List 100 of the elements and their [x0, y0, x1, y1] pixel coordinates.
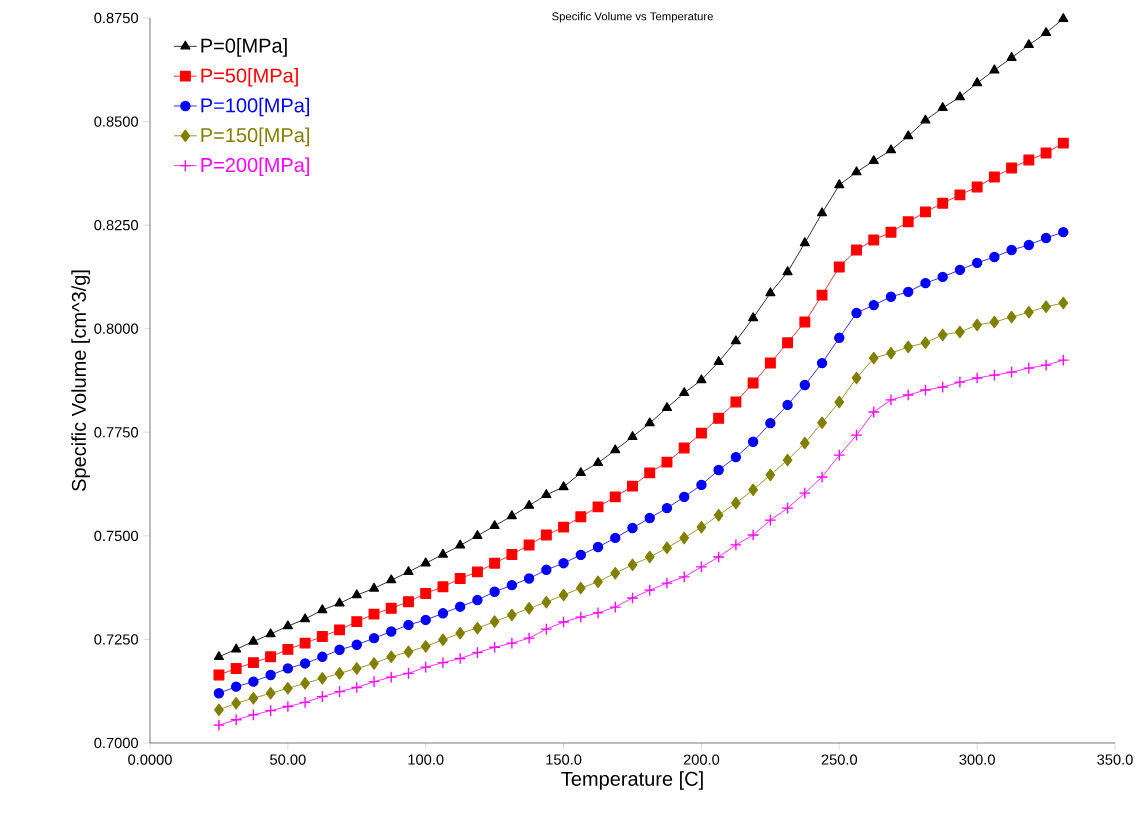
point	[1041, 27, 1052, 37]
point	[747, 377, 759, 389]
point	[300, 613, 311, 623]
point	[884, 393, 897, 406]
point	[626, 591, 639, 604]
point	[454, 652, 467, 665]
point	[403, 596, 414, 608]
point	[437, 608, 449, 619]
point	[885, 291, 897, 302]
point	[333, 685, 346, 698]
point	[436, 656, 449, 669]
point	[592, 541, 604, 553]
point	[903, 340, 914, 354]
point	[644, 512, 655, 524]
point	[661, 502, 673, 514]
point	[248, 691, 259, 705]
point	[851, 244, 862, 256]
point	[368, 608, 380, 620]
point	[660, 577, 673, 590]
point	[609, 491, 621, 503]
point	[282, 643, 294, 655]
point	[558, 481, 569, 491]
point	[334, 624, 346, 636]
point	[868, 155, 879, 165]
point	[851, 166, 862, 176]
point	[954, 91, 965, 101]
point	[472, 621, 483, 635]
point	[299, 696, 312, 709]
point	[833, 261, 845, 273]
point	[644, 467, 656, 479]
point	[334, 667, 345, 680]
point	[764, 514, 777, 527]
point	[1006, 52, 1017, 61]
x-axis-title: Temperature [C]	[561, 771, 703, 790]
point	[282, 620, 293, 630]
y-tick-label: 0.8000	[94, 323, 139, 334]
point	[817, 416, 827, 430]
point	[1058, 226, 1069, 238]
point	[575, 511, 587, 523]
point	[902, 388, 915, 401]
point	[369, 657, 379, 670]
point	[402, 667, 415, 680]
point	[1040, 359, 1053, 372]
point	[248, 676, 259, 687]
point	[781, 502, 794, 515]
point	[1057, 354, 1070, 367]
point	[782, 337, 794, 349]
point	[317, 651, 328, 663]
y-tick-label: 0.8750	[94, 12, 139, 24]
point	[1041, 300, 1051, 314]
point	[247, 708, 260, 721]
point	[989, 315, 1000, 329]
point	[489, 586, 500, 597]
point	[524, 602, 534, 615]
point	[920, 114, 931, 124]
point	[988, 369, 1001, 382]
point	[936, 381, 949, 394]
point	[541, 564, 552, 576]
point	[455, 626, 466, 640]
point	[282, 682, 293, 695]
point	[679, 387, 690, 397]
point	[386, 626, 397, 637]
point	[437, 548, 449, 558]
point	[868, 234, 880, 246]
point	[937, 271, 948, 283]
y-tick-label: 0.7750	[94, 427, 139, 438]
point	[729, 538, 742, 551]
point	[1005, 366, 1018, 379]
point	[248, 635, 259, 645]
point	[523, 573, 535, 584]
point	[351, 639, 362, 650]
point	[712, 550, 725, 563]
point	[213, 651, 224, 661]
point	[851, 307, 862, 319]
point	[214, 703, 224, 717]
point	[1040, 147, 1052, 159]
point	[265, 628, 276, 638]
point	[299, 658, 311, 669]
point	[609, 601, 622, 614]
point	[403, 566, 414, 576]
point	[489, 520, 500, 530]
point	[212, 719, 225, 732]
point	[954, 264, 966, 276]
point	[575, 467, 586, 477]
point	[213, 688, 225, 699]
point	[834, 179, 845, 189]
point	[765, 287, 776, 297]
point	[627, 480, 638, 492]
point	[264, 704, 277, 717]
x-tick-label: 250.0	[821, 754, 858, 765]
point	[679, 491, 690, 503]
point	[817, 207, 828, 217]
point	[679, 531, 690, 545]
point	[731, 496, 741, 510]
point	[230, 681, 242, 692]
legend-label: P=150[MPa]	[201, 127, 309, 147]
point	[1040, 232, 1052, 244]
point	[1023, 305, 1034, 319]
y-tick-label: 0.7500	[94, 530, 139, 542]
point	[834, 395, 845, 409]
